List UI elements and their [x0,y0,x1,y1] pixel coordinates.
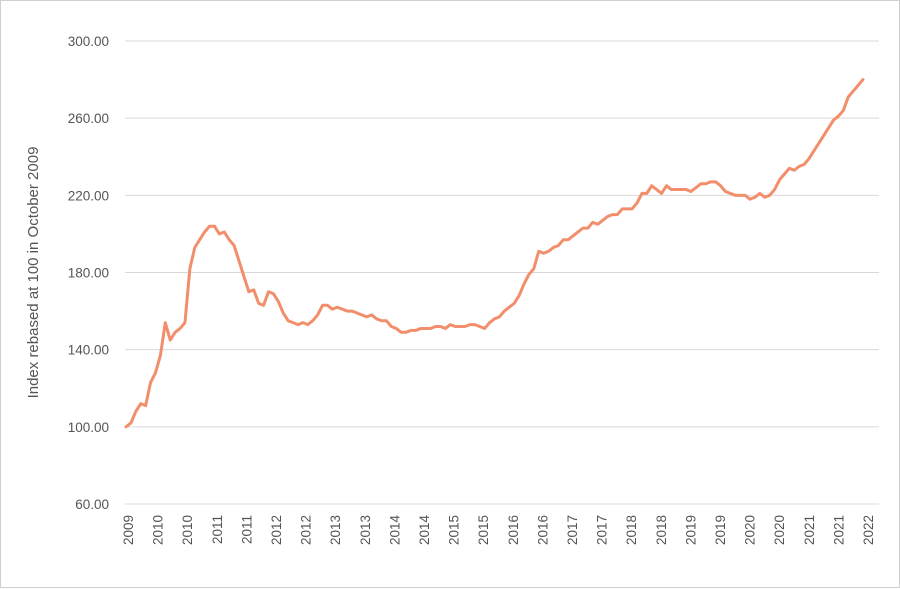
x-tick-label: 2015 [476,515,491,545]
x-tick-label: 2018 [624,515,639,545]
x-tick-label: 2015 [447,515,462,545]
y-axis-ticks: 60.00 100.00 140.00 180.00 220.00 260.00 300.0… [68,34,109,512]
y-tick-label: 220.00 [68,188,109,203]
x-tick-label: 2017 [565,515,580,545]
x-tick-label: 2013 [358,515,373,545]
series-line [124,78,865,429]
y-tick-label: 300.00 [68,34,109,49]
y-tick-label: 140.00 [68,343,109,358]
x-tick-label: 2017 [595,515,610,545]
x-tick-label: 2019 [713,515,728,545]
x-tick-label: 2014 [417,515,432,546]
x-tick-label: 2009 [121,515,136,545]
x-tick-label: 2020 [743,515,758,545]
series-lines [124,78,865,429]
gridlines [125,40,879,505]
y-tick-label: 180.00 [68,266,109,281]
x-tick-label: 2012 [269,515,284,545]
x-tick-label: 2012 [299,515,314,545]
x-tick-label: 2022 [861,515,876,545]
x-tick-label: 2011 [239,515,254,544]
y-tick-label: 260.00 [68,111,109,126]
x-tick-label: 2021 [831,515,846,545]
x-tick-label: 2021 [802,515,817,545]
x-tick-label: 2018 [654,515,669,545]
x-tick-label: 2011 [210,515,225,544]
x-tick-label: 2010 [180,515,195,545]
x-tick-label: 2013 [328,515,343,545]
x-tick-label: 2010 [151,515,166,545]
y-axis-title: Index rebased at 100 in October 2009 [25,147,42,399]
x-tick-label: 2019 [683,515,698,545]
x-tick-label: 2020 [772,515,787,545]
x-tick-label: 2016 [535,515,550,545]
y-tick-label: 60.00 [75,497,109,512]
y-tick-label: 100.00 [68,420,109,435]
x-axis-ticks: 2009 2010 2010 2011 2011 2012 2012 2013 2013 2014… [121,515,876,546]
x-tick-label: 2014 [387,515,402,546]
x-tick-label: 2016 [506,515,521,545]
